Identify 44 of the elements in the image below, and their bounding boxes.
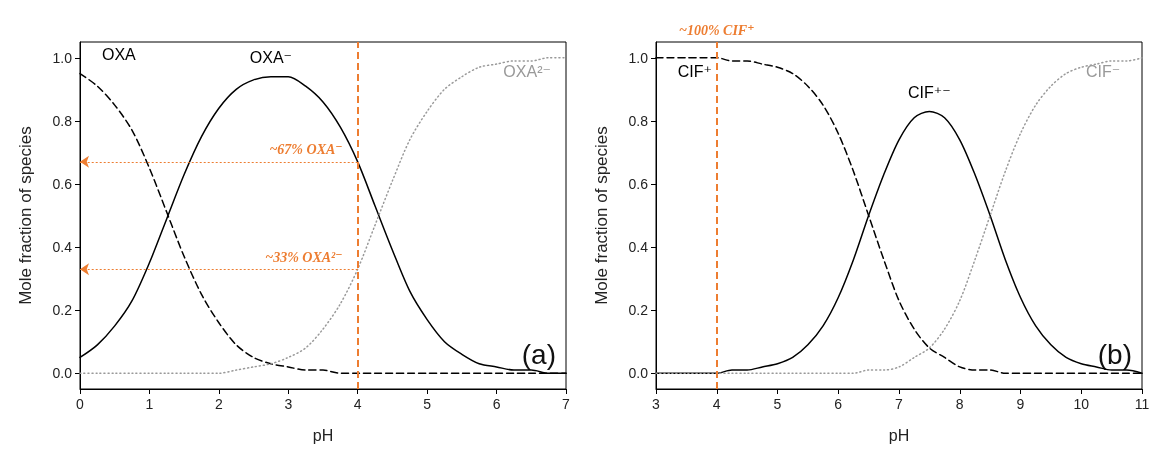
x-tick-label: 0 [76,396,85,412]
series-label: CIF⁻ [1086,63,1121,81]
x-tick-label: 3 [652,396,661,412]
x-tick-label: 7 [562,396,571,412]
y-tick-label: 0.0 [628,365,649,382]
y-tick-label: 0.2 [52,302,73,319]
x-tick-label: 11 [1134,396,1150,412]
y-tick-label: 0.8 [628,112,649,129]
y-tick-label: 1.0 [628,49,649,66]
x-tick-label: 8 [955,396,964,412]
x-tick-label: 6 [492,396,501,412]
y-tick-label: 0.4 [628,239,649,256]
series-label: OXA²⁻ [503,63,551,81]
y-axis-title: Mole fraction of species [592,126,611,305]
annotation: ~67% OXA⁻ [269,142,343,158]
x-tick-label: 4 [353,396,362,412]
series-label: CIF⁺⁻ [908,83,951,101]
x-axis-title: pH [888,426,910,444]
series-label: OXA [101,46,137,64]
x-tick-label: 5 [423,396,432,412]
y-tick-label: 0.8 [52,112,73,129]
x-tick-label: 5 [773,396,782,412]
annotation: (b) [1097,338,1133,370]
annotation: ~33% OXA²⁻ [265,249,343,265]
annotation: (a) [521,338,557,370]
y-axis-title: Mole fraction of species [16,126,35,305]
ref-line-label: ~100% CIF⁺ [678,22,755,38]
x-tick-label: 2 [214,396,223,412]
y-tick-label: 0.0 [52,365,73,382]
series-label: OXA⁻ [249,49,293,67]
y-tick-label: 0.2 [628,302,649,319]
y-tick-label: 0.6 [628,175,649,192]
x-tick-label: 7 [895,396,904,412]
y-tick-label: 1.0 [52,49,73,66]
x-tick-label: 4 [712,396,721,412]
series-label: CIF⁺ [677,63,712,81]
x-tick-label: 6 [834,396,843,412]
x-tick-label: 10 [1073,396,1090,412]
x-axis-title: pH [312,426,334,444]
x-tick-label: 9 [1016,396,1025,412]
x-tick-label: 1 [145,396,154,412]
y-tick-label: 0.4 [52,239,73,256]
y-tick-label: 0.6 [52,175,73,192]
x-tick-label: 3 [284,396,293,412]
